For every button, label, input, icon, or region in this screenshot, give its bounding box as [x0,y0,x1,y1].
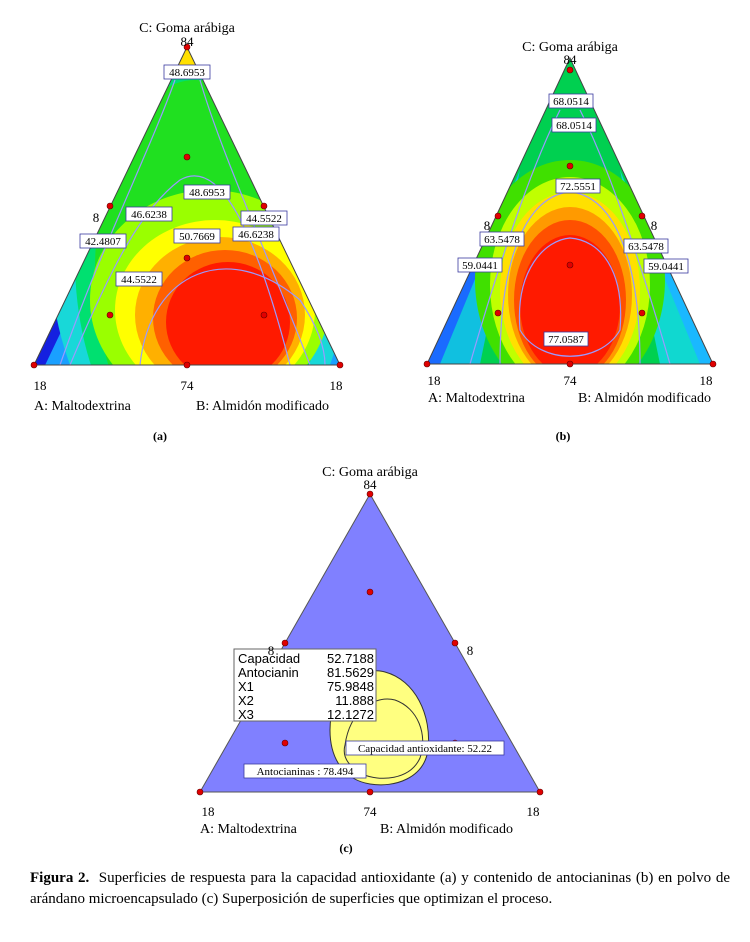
contour-label: 68.0514 [551,117,597,133]
figure-caption: Figura 2. Superficies de respuesta para … [30,868,730,910]
panel-b-tick-bottom-right: 18 [700,373,713,388]
panel-c-tick-bottom-left: 18 [202,804,215,819]
contour-label: 46.6238 [125,206,173,222]
contour-label: 50.7669 [173,228,221,244]
panel-a-vertex-right-label: B: Almidón modificado [196,399,329,414]
panel-a-tick-side-left: 8 [93,210,100,225]
optimum-value: 12.1272 [327,707,374,722]
panel-c-vertex-top-label: C: Goma arábiga [322,465,418,480]
optimum-label: Antocianin [238,665,299,680]
panel-b-tick-top: 84 [564,52,578,67]
contour-label: Capacidad antioxidante: 52.22 [345,740,505,756]
panel-c-tick-bottom-mid: 74 [364,804,378,819]
optimum-value: 52.7188 [327,651,374,666]
panel-b-contour-labels: 68.0514 68.0514 72.5551 63.5478 63.5478 59.04… [457,93,689,347]
contour-label-text: 42.4807 [85,236,121,248]
figure-canvas: 48.6953 48.6953 46.6238 44.5522 42.4807 46.62… [30,21,717,855]
contour-label-text: 77.0587 [548,334,584,346]
panel-b-vertex-right-label: B: Almidón modificado [578,391,711,406]
contour-label-text: 59.0441 [648,261,684,273]
optimum-label: X1 [238,679,254,694]
panel-b-vertex-top-label: C: Goma arábiga [522,40,618,55]
contour-label: 63.5478 [623,238,669,254]
panel-a: 48.6953 48.6953 46.6238 44.5522 42.4807 46.62… [30,21,344,443]
contour-label: 48.6953 [183,184,231,200]
contour-label: 77.0587 [543,331,589,347]
panel-c: Capacidad antioxidante: 52.22 Antocianina… [196,465,544,855]
contour-label: 44.5522 [240,210,288,226]
contour-label-text: 68.0514 [556,120,592,132]
contour-label-text: 50.7669 [179,231,215,243]
optimum-value: 75.9848 [327,679,374,694]
panel-b-tick-bottom-mid: 74 [564,373,578,388]
contour-label-text: 63.5478 [628,241,664,253]
panel-a-tick-bottom-mid: 74 [181,378,195,393]
panel-c-tick-top: 84 [364,477,378,492]
panel-c-tick-side-right: 8 [467,643,474,658]
optimum-value: 11.888 [335,693,374,708]
caption-label: Figura 2. [30,870,90,886]
contour-label: 44.5522 [115,271,163,287]
contour-label-text: 63.5478 [484,234,520,246]
contour-label-text: 48.6953 [189,187,225,199]
panel-b: 68.0514 68.0514 72.5551 63.5478 63.5478 59.04… [423,40,717,443]
contour-label-text: 72.5551 [560,181,596,193]
optimum-label: Capacidad [238,651,300,666]
contour-label-text: 48.6953 [169,67,205,79]
panel-a-tag: (a) [153,429,167,443]
contour-label-text: 59.0441 [462,260,498,272]
panel-b-tick-bottom-left: 18 [428,373,441,388]
panel-b-design-points [423,66,717,368]
optimum-label: X2 [238,693,254,708]
panel-b-tick-side-right: 8 [651,218,658,233]
panel-a-vertex-left-label: A: Maltodextrina [34,399,132,414]
contour-label-text: 46.6238 [131,209,167,221]
contour-label: 46.6238 [232,226,280,242]
panel-b-vertex-left-label: A: Maltodextrina [428,391,526,406]
contour-label: 63.5478 [479,231,525,247]
panel-a-tick-top: 84 [181,34,195,49]
panel-c-tick-side-left: 8 [268,643,275,658]
contour-label: 48.6953 [163,64,211,80]
contour-label-text: 44.5522 [246,213,282,225]
optimum-value: 81.5629 [327,665,374,680]
panel-c-tag: (c) [339,841,352,855]
contour-label-text: Antocianinas : 78.494 [257,766,354,778]
panel-a-design-points [30,43,344,369]
contour-label-text: 46.6238 [238,229,274,241]
contour-label-text: 44.5522 [121,274,157,286]
contour-label: 59.0441 [643,258,689,274]
panel-a-tick-bottom-right: 18 [330,378,343,393]
panel-a-contour-labels: 48.6953 48.6953 46.6238 44.5522 42.4807 46.62… [79,64,288,287]
caption-text: Superficies de respuesta para la capacid… [30,870,730,907]
panel-a-vertex-top-label: C: Goma arábiga [139,21,235,36]
contour-label-text: 68.0514 [553,96,589,108]
optimum-info-box: Capacidad 52.7188 Antocianin 81.5629 X1 75.98… [233,648,377,722]
panel-c-vertex-left-label: A: Maltodextrina [200,822,298,837]
panel-a-tick-bottom-left: 18 [34,378,47,393]
optimum-label: X3 [238,707,254,722]
contour-label: 68.0514 [548,93,594,109]
panel-b-tick-side-left: 8 [484,218,491,233]
contour-label: Antocianinas : 78.494 [243,763,367,779]
panel-b-tag: (b) [556,429,571,443]
panel-c-tick-bottom-right: 18 [527,804,540,819]
contour-label: 42.4807 [79,233,127,249]
panel-c-vertex-right-label: B: Almidón modificado [380,822,513,837]
contour-label-text: Capacidad antioxidante: 52.22 [358,743,492,755]
contour-label: 72.5551 [555,178,601,194]
panel-c-contour-labels: Capacidad antioxidante: 52.22 Antocianina… [243,740,505,779]
contour-label: 59.0441 [457,257,503,273]
